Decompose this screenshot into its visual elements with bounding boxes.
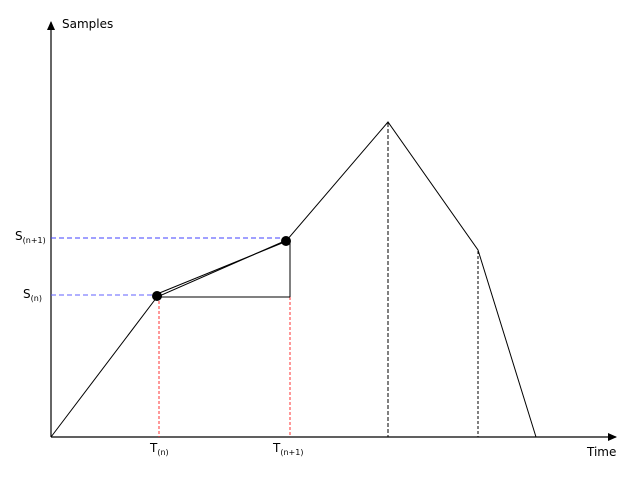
x-axis-label: Time	[586, 445, 616, 459]
y-tick-s-n-plus-1: S(n+1)	[15, 229, 46, 245]
sample-point-n-plus-1	[281, 236, 291, 246]
secant-line	[156, 240, 288, 295]
y-axis-label: Samples	[62, 17, 113, 31]
signal-curve	[50, 121, 537, 438]
sample-point-n	[152, 291, 162, 301]
y-tick-s-n: S(n)	[23, 287, 42, 303]
x-tick-t-n: T(n)	[149, 441, 169, 457]
x-tick-t-n-plus-1: T(n+1)	[272, 441, 303, 457]
